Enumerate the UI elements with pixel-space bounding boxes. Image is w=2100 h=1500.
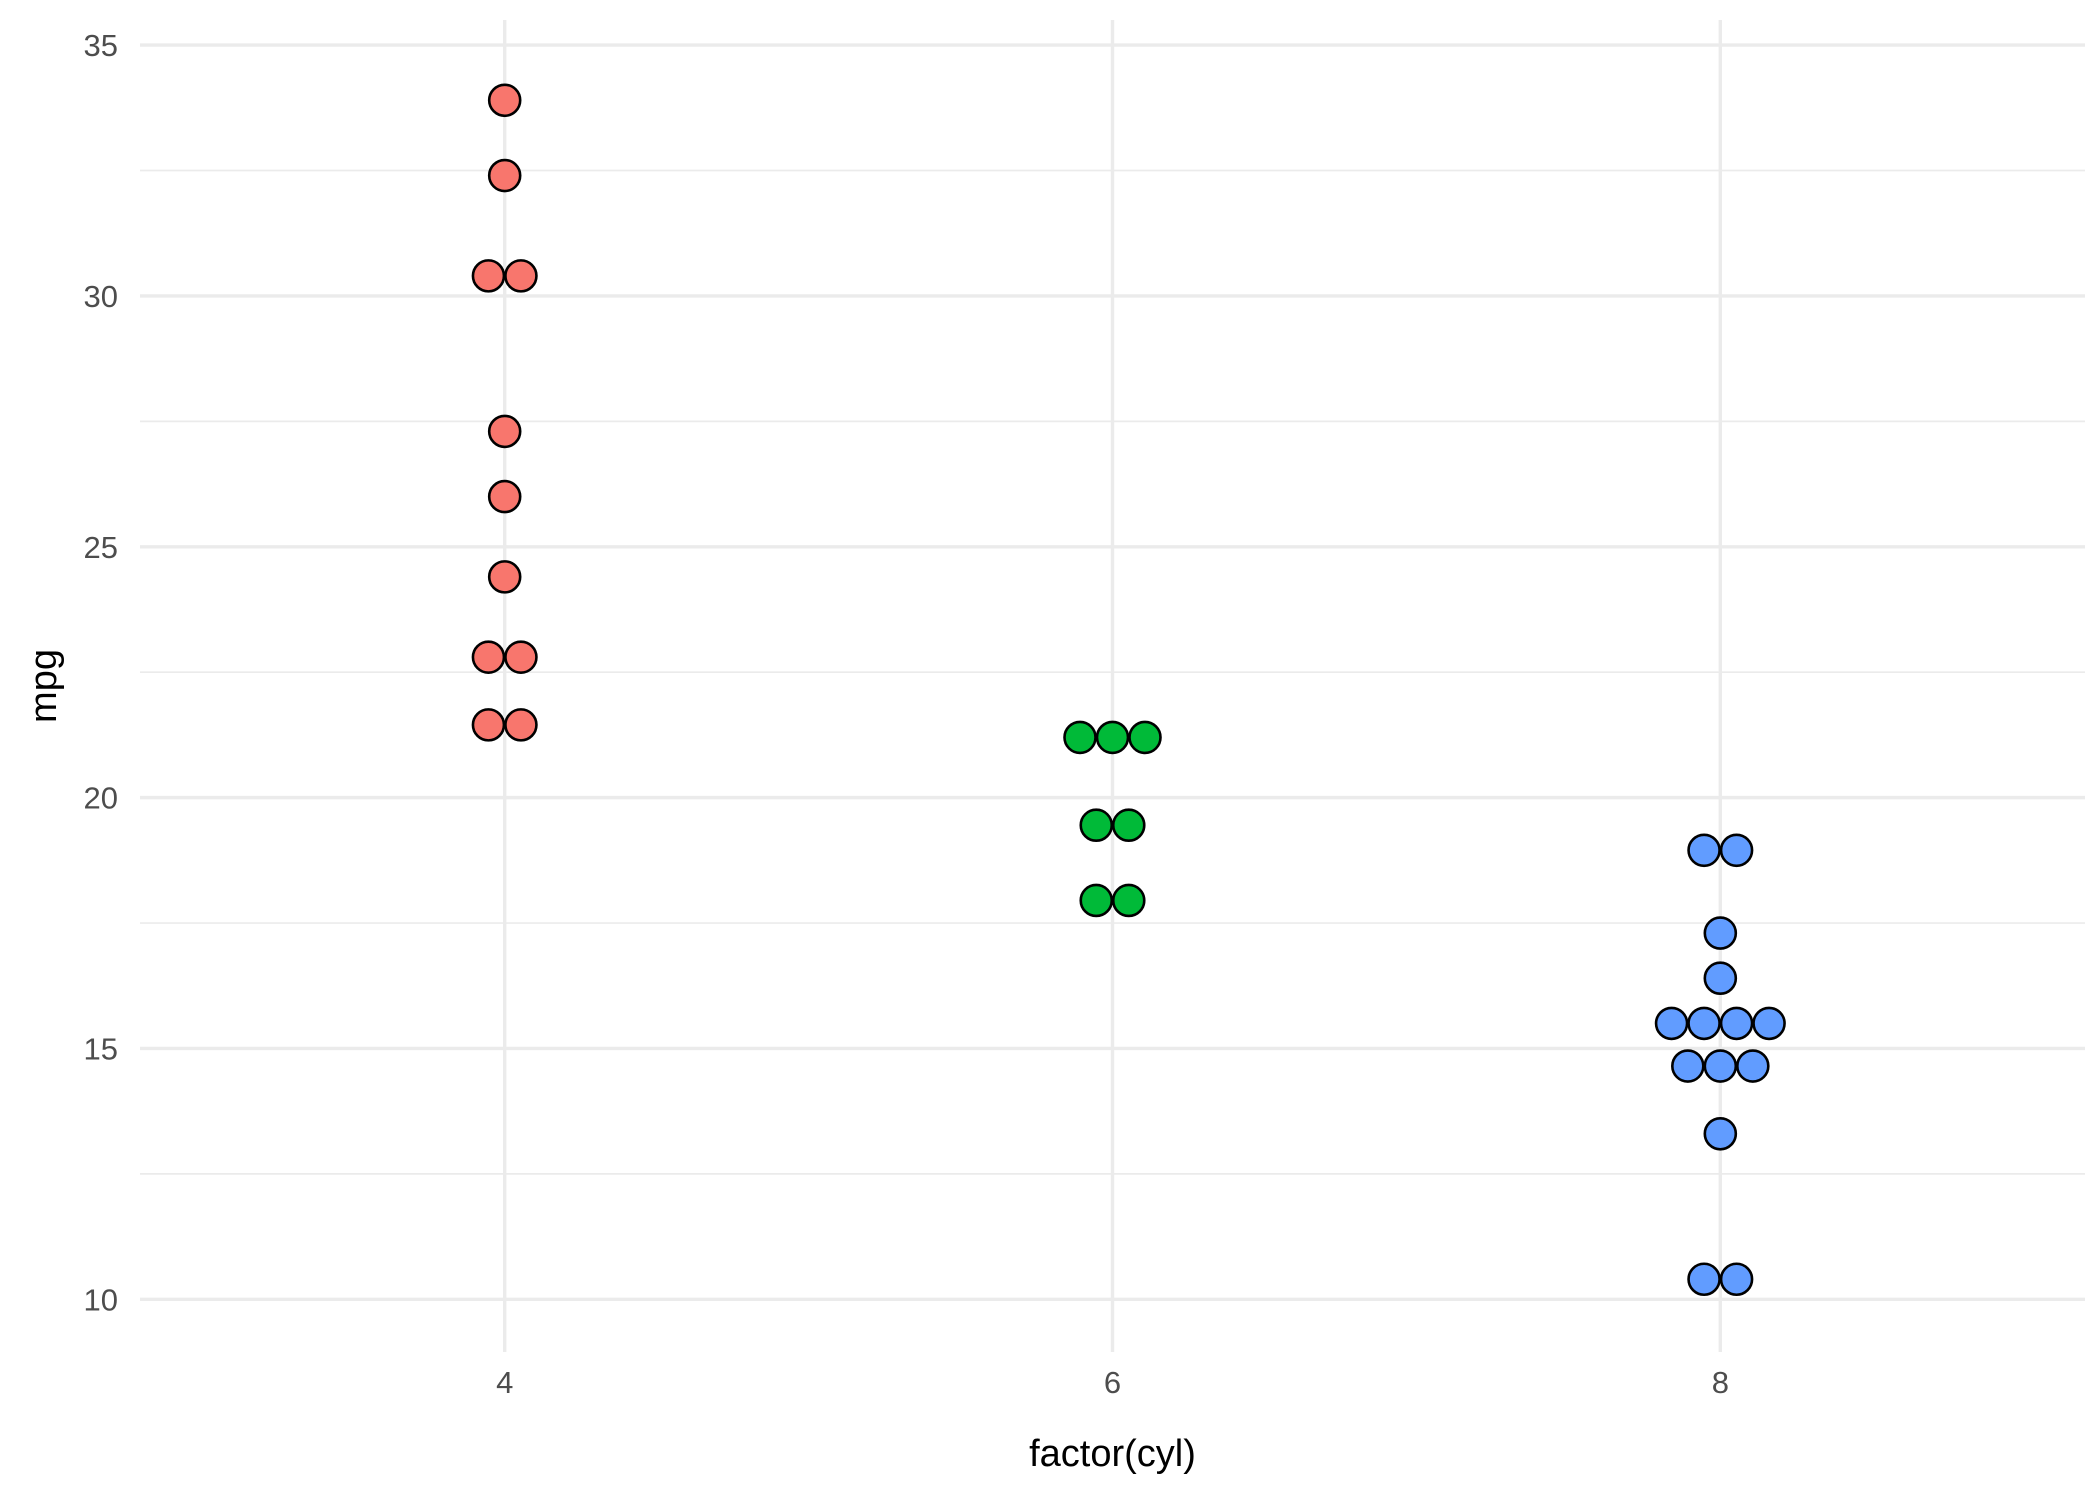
dot-marker xyxy=(1687,1262,1721,1297)
dot-marker xyxy=(1719,1006,1754,1041)
x-tick-label: 8 xyxy=(1712,1365,1729,1400)
dot-marker xyxy=(487,414,522,449)
x-tick-label: 4 xyxy=(496,1365,513,1400)
dot-marker xyxy=(1719,1262,1754,1297)
dot-marker xyxy=(487,479,522,514)
dot-marker xyxy=(487,83,522,118)
dot-marker xyxy=(504,708,538,742)
dot-marker xyxy=(487,158,522,193)
dot-marker xyxy=(1671,1049,1705,1083)
dot-marker xyxy=(1079,808,1114,843)
y-tick-label: 10 xyxy=(84,1282,118,1317)
dot-marker xyxy=(487,560,522,594)
dot-marker xyxy=(1703,1116,1738,1151)
y-axis-title: mpg xyxy=(23,649,65,723)
x-tick-label: 6 xyxy=(1104,1365,1121,1400)
dot-marker xyxy=(1654,1006,1689,1041)
dot-marker xyxy=(471,640,506,674)
dot-marker xyxy=(1687,833,1721,868)
major-gridlines xyxy=(140,20,2085,1352)
y-tick-label: 35 xyxy=(84,28,118,63)
dot-marker xyxy=(471,708,506,742)
y-axis-tick-labels: 10 15 20 25 30 35 xyxy=(84,28,118,1317)
dot-marker xyxy=(1687,1006,1721,1041)
y-tick-label: 15 xyxy=(84,1031,118,1066)
y-tick-label: 25 xyxy=(84,530,118,565)
dot-marker xyxy=(504,259,538,293)
y-tick-label: 30 xyxy=(84,279,118,314)
dot-marker xyxy=(1703,1049,1738,1083)
dot-marker xyxy=(504,640,538,674)
dot-marker xyxy=(1128,720,1162,755)
dot-marker xyxy=(1111,808,1146,843)
dot-marker xyxy=(1736,1049,1770,1083)
dot-marker xyxy=(1703,961,1738,996)
y-tick-label: 20 xyxy=(84,781,118,816)
dot-marker xyxy=(1111,883,1146,918)
dot-marker xyxy=(1719,833,1754,868)
dot-marker xyxy=(1703,916,1738,950)
dot-markers xyxy=(471,83,1786,1297)
x-axis-tick-labels: 4 6 8 xyxy=(496,1365,1729,1400)
dot-marker xyxy=(471,259,506,293)
dot-marker xyxy=(1095,720,1130,755)
dot-marker xyxy=(1063,720,1097,755)
dot-marker xyxy=(1752,1006,1786,1041)
x-axis-title: factor(cyl) xyxy=(1029,1433,1196,1475)
dot-marker xyxy=(1079,883,1114,918)
